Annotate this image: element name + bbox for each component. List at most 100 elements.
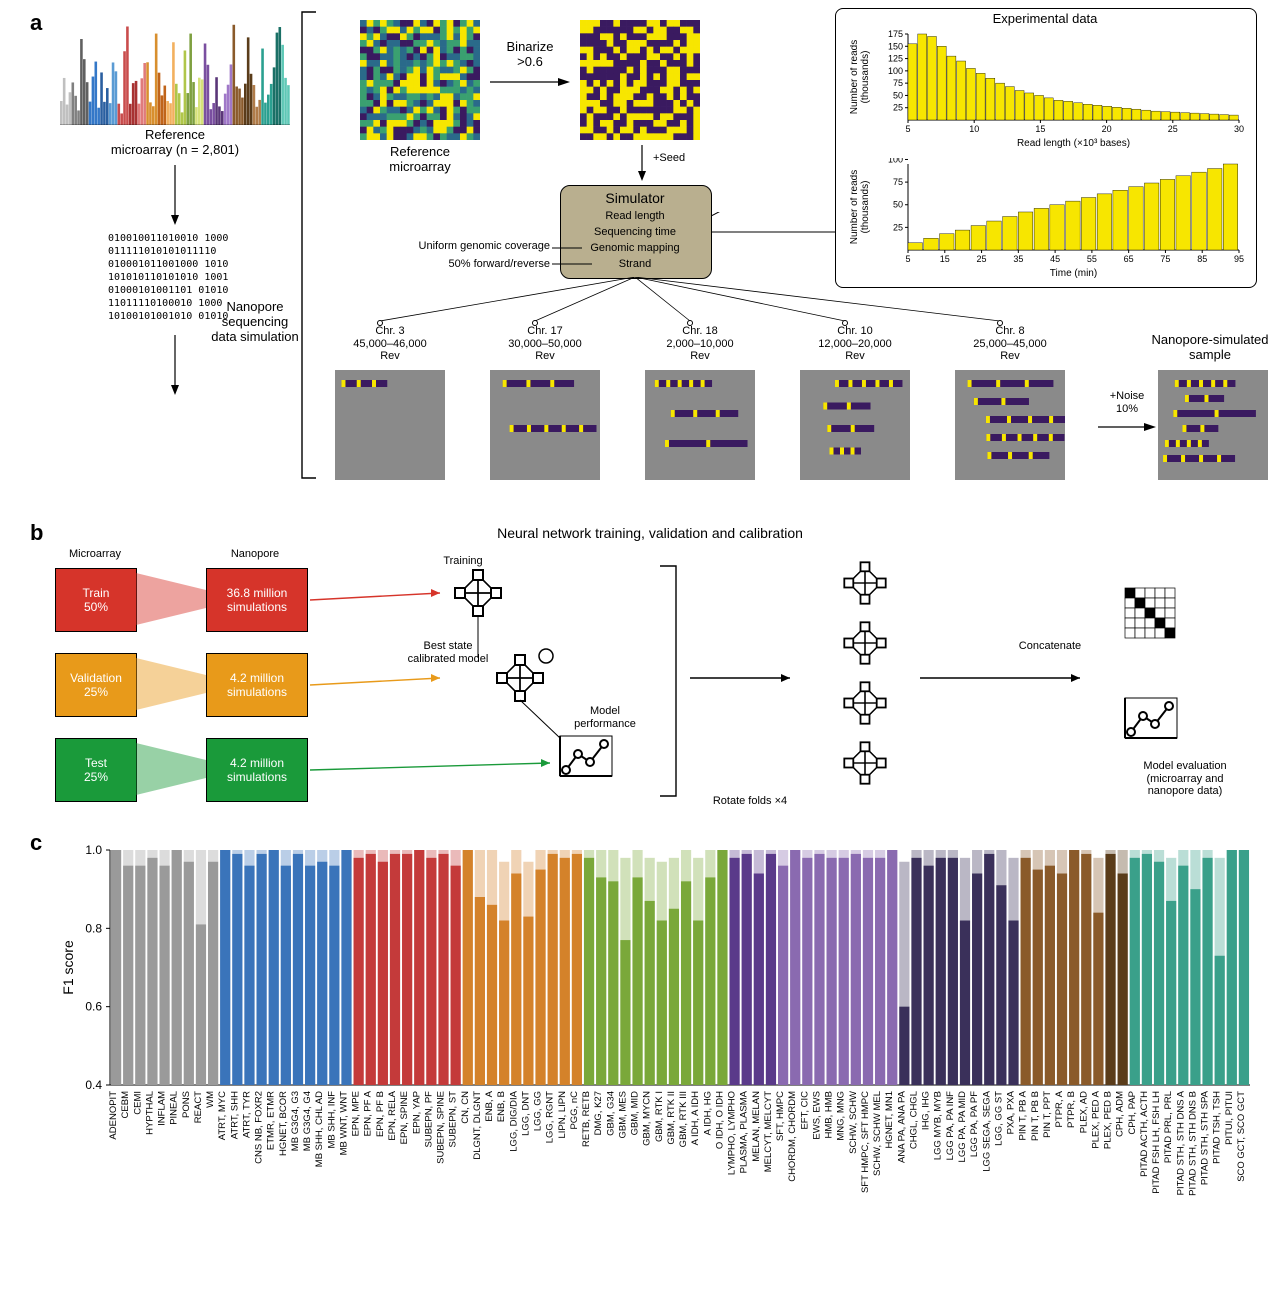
svg-text:85: 85 [1197, 254, 1207, 264]
svg-text:MB G3G4, G4: MB G3G4, G4 [302, 1091, 313, 1151]
chr-label-0: Chr. 345,000–46,000Rev [320, 325, 460, 363]
svg-text:CNS NB, FOXR2: CNS NB, FOXR2 [254, 1091, 265, 1164]
arrow-down-1 [168, 165, 182, 225]
svg-text:MB SHH, CHL AD: MB SHH, CHL AD [314, 1091, 325, 1167]
svg-text:LGG, GG: LGG, GG [533, 1091, 544, 1131]
svg-text:PONS: PONS [181, 1091, 192, 1118]
svg-text:LYMPHO, LYMPHO: LYMPHO, LYMPHO [727, 1091, 738, 1175]
svg-text:PXA, PXA: PXA, PXA [1006, 1090, 1017, 1134]
svg-text:CHGL, CHGL: CHGL, CHGL [908, 1091, 919, 1149]
binarize-label: Binarize>0.6 [490, 40, 570, 70]
svg-text:50: 50 [893, 90, 903, 100]
svg-text:45: 45 [1050, 254, 1060, 264]
box-np_test: 4.2 millionsimulations [206, 738, 308, 802]
svg-text:PIN T, PPT: PIN T, PPT [1042, 1091, 1053, 1138]
beststate-label: Best statecalibrated model [388, 640, 508, 665]
chr-label-4: Chr. 825,000–45,000Rev [940, 325, 1080, 363]
training-label: Training [428, 555, 498, 568]
svg-text:MELAN, MELAN: MELAN, MELAN [751, 1091, 762, 1162]
svg-text:EPN, YAP: EPN, YAP [411, 1091, 422, 1134]
svg-text:SCO GCT, SCO GCT: SCO GCT, SCO GCT [1236, 1091, 1247, 1182]
svg-text:EPN, MPE: EPN, MPE [351, 1091, 362, 1136]
svg-text:PITAD STH, STH DNS A: PITAD STH, STH DNS A [1175, 1090, 1186, 1195]
svg-text:MNG, MNG: MNG, MNG [836, 1091, 847, 1141]
svg-text:PTPR, A: PTPR, A [1054, 1090, 1065, 1127]
chr-label-3: Chr. 1012,000–20,000Rev [785, 325, 925, 363]
svg-text:EPN, SPINE: EPN, SPINE [399, 1091, 410, 1144]
svg-text:GBM, RTK III: GBM, RTK III [678, 1091, 689, 1147]
svg-text:100: 100 [888, 158, 903, 164]
svg-text:35: 35 [1013, 254, 1023, 264]
svg-text:LGG PA, PA INF: LGG PA, PA INF [945, 1091, 956, 1161]
svg-text:125: 125 [888, 54, 903, 64]
svg-text:PLEX, AD: PLEX, AD [1078, 1091, 1089, 1133]
svg-text:ADENOPIT: ADENOPIT [108, 1091, 119, 1140]
svg-text:REACT: REACT [193, 1091, 204, 1123]
box-np_train: 36.8 millionsimulations [206, 568, 308, 632]
heatmap-binarized [580, 20, 700, 140]
arrow-down-2 [168, 335, 182, 395]
svg-text:HMB, HMB: HMB, HMB [824, 1091, 835, 1139]
svg-text:HGNET, MN1: HGNET, MN1 [884, 1091, 895, 1149]
sim-right-connectors [711, 212, 841, 238]
svg-text:PITAD PRL, PRL: PITAD PRL, PRL [1163, 1091, 1174, 1163]
sim-left-1: 50% forward/reverse [355, 258, 550, 271]
reference-microarray-barchart [60, 15, 290, 125]
heatmap-reference [360, 20, 480, 140]
svg-text:A IDH, HG: A IDH, HG [702, 1091, 713, 1135]
svg-text:55: 55 [1087, 254, 1097, 264]
funnel-test [136, 738, 206, 800]
svg-text:LGG, GG ST: LGG, GG ST [993, 1091, 1004, 1146]
svg-text:SCHW, SCHW MEL: SCHW, SCHW MEL [872, 1091, 883, 1176]
panel-letter-c: c [30, 830, 42, 856]
chr-label-2: Chr. 182,000–10,000Rev [630, 325, 770, 363]
heatmap-ref-label: Referencemicroarray [360, 145, 480, 175]
svg-text:MB G3G4, G3: MB G3G4, G3 [290, 1091, 301, 1151]
svg-text:PTPR, B: PTPR, B [1066, 1091, 1077, 1128]
svg-text:0.8: 0.8 [85, 921, 102, 935]
nanopore-sim-label: Nanoporesequencingdata simulation [210, 300, 300, 345]
chart-time: 2550751005152535455565758595Time (min)Nu… [850, 158, 1245, 278]
modelperf-label: Modelperformance [555, 705, 655, 730]
svg-text:INFLAM: INFLAM [157, 1091, 168, 1126]
svg-text:ETMR, ETMR: ETMR, ETMR [266, 1091, 277, 1150]
svg-text:LGG PA, PA PF: LGG PA, PA PF [969, 1091, 980, 1157]
svg-text:DLGNT, DLGNT: DLGNT, DLGNT [472, 1091, 483, 1160]
svg-text:SUBEPN, PF: SUBEPN, PF [423, 1091, 434, 1148]
concat-label: Concatenate [1000, 640, 1100, 653]
arrow-binarize [490, 75, 570, 89]
chr-panel-2 [645, 370, 755, 480]
svg-text:ATRT, SHH: ATRT, SHH [229, 1091, 240, 1139]
svg-text:CHORDM, CHORDM: CHORDM, CHORDM [787, 1091, 798, 1182]
svg-text:LGG, DIG/DIA: LGG, DIG/DIA [508, 1090, 519, 1151]
svg-text:EPN, RELA: EPN, RELA [387, 1090, 398, 1140]
svg-text:EPN, PF B: EPN, PF B [375, 1091, 386, 1137]
simulator-fanout [335, 277, 1155, 327]
svg-text:SFT, HMPC: SFT, HMPC [775, 1091, 786, 1141]
svg-text:ATRT, MYC: ATRT, MYC [217, 1091, 228, 1140]
svg-text:0.6: 0.6 [85, 1000, 102, 1014]
svg-text:95: 95 [1234, 254, 1244, 264]
svg-text:PGG, nC: PGG, nC [569, 1091, 580, 1130]
svg-text:175: 175 [888, 29, 903, 39]
seed-label: +Seed [653, 152, 685, 165]
svg-text:25: 25 [1168, 124, 1178, 134]
sim-line-0: Read length [560, 210, 710, 223]
svg-text:LGG, RGNT: LGG, RGNT [545, 1091, 556, 1143]
svg-text:(thousands): (thousands) [860, 181, 871, 234]
panel-letter-a: a [30, 10, 42, 36]
chr-panel-4 [955, 370, 1065, 480]
svg-text:PLEX, PED B: PLEX, PED B [1103, 1091, 1114, 1149]
svg-text:WM: WM [205, 1091, 216, 1108]
svg-text:75: 75 [893, 78, 903, 88]
svg-text:ENB, A: ENB, A [484, 1090, 495, 1121]
col-nanopore: Nanopore [205, 548, 305, 561]
box-test: Test25% [55, 738, 137, 802]
svg-text:Number of reads: Number of reads [850, 170, 860, 244]
rotate-label: Rotate folds ×4 [695, 795, 805, 808]
svg-text:25: 25 [893, 103, 903, 113]
svg-text:LGG MYB, MYB: LGG MYB, MYB [933, 1091, 944, 1160]
svg-text:PITAD TSH, TSH: PITAD TSH, TSH [1212, 1091, 1223, 1164]
chart-read-length: 25507510012515017551015202530Read length… [850, 28, 1245, 148]
svg-text:GBM, MID: GBM, MID [630, 1091, 641, 1135]
